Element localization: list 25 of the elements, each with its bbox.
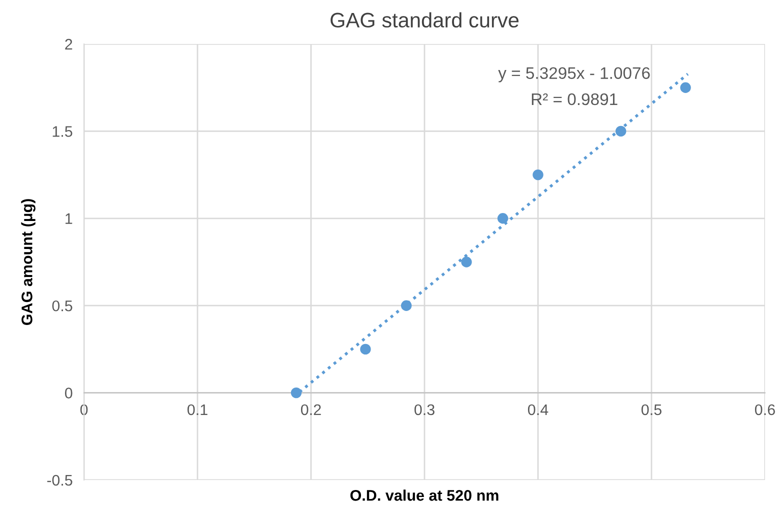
x-tick-label: 0.1 (187, 404, 208, 416)
x-tick-label: 0.5 (641, 404, 662, 416)
point (680, 82, 691, 93)
annotation: R² = 0.9891 (532, 93, 618, 106)
point (360, 344, 371, 355)
y-tick-label: 2 (65, 38, 72, 50)
annotation: y = 5.3295x - 1.0076 (498, 67, 650, 82)
y-tick-label: 0.5 (52, 300, 72, 312)
point (461, 256, 472, 268)
point (497, 213, 508, 224)
point (616, 126, 626, 137)
point (400, 300, 412, 311)
point (532, 169, 544, 180)
x-tick-label: 0.6 (754, 404, 775, 416)
y-tick-label: 1 (66, 213, 72, 224)
x-tick-label: 0.4 (528, 404, 548, 416)
chart-title: GAG standard curve (330, 12, 519, 28)
x-tick-label: 0.2 (300, 404, 321, 416)
x-tick-label: 0.3 (414, 404, 434, 416)
y-axis-title: GAG amount (μg) (21, 199, 36, 326)
y-tick-label: 1.5 (52, 126, 72, 137)
x-axis-title: O.D. value at 520 nm (350, 490, 498, 501)
y-tick-label: 0 (64, 388, 72, 398)
point (290, 387, 302, 398)
y-tick-label: -0.5 (47, 474, 72, 486)
